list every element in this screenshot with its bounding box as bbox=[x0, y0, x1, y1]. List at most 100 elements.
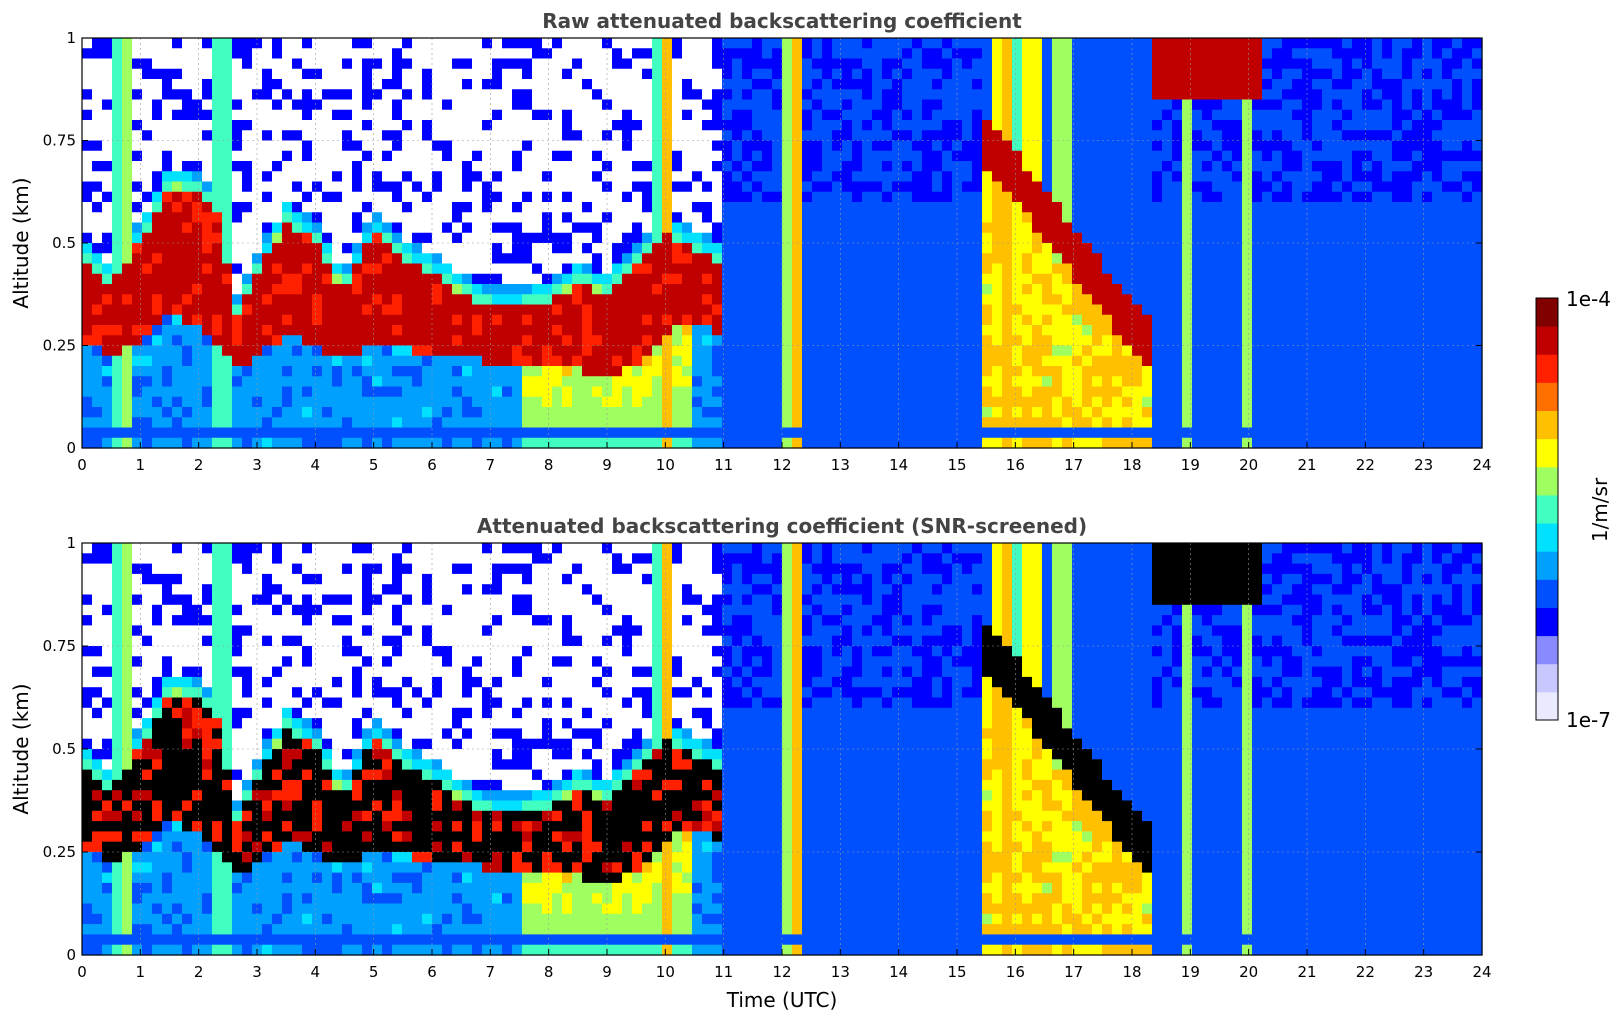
heatmap-cell bbox=[1312, 79, 1323, 90]
heatmap-cell bbox=[342, 273, 353, 285]
heatmap-cell bbox=[252, 325, 263, 336]
heatmap-cell bbox=[822, 150, 833, 162]
heatmap-cell bbox=[1042, 99, 1053, 111]
heatmap-cell bbox=[1282, 222, 1293, 234]
heatmap-cell bbox=[822, 140, 833, 152]
heatmap-cell bbox=[592, 191, 603, 203]
heatmap-cell bbox=[1112, 335, 1123, 347]
heatmap-cell bbox=[1042, 140, 1053, 152]
heatmap-cell bbox=[1032, 120, 1043, 131]
heatmap-cell bbox=[1022, 38, 1033, 49]
heatmap-cell bbox=[1172, 427, 1183, 439]
heatmap-cell bbox=[922, 396, 933, 408]
heatmap-cell bbox=[1242, 150, 1253, 162]
heatmap-cell bbox=[1092, 284, 1103, 295]
heatmap-cell bbox=[122, 38, 133, 49]
heatmap-cell bbox=[832, 79, 843, 90]
heatmap-cell bbox=[102, 150, 113, 162]
heatmap-cell bbox=[1062, 263, 1073, 275]
heatmap-cell bbox=[382, 99, 393, 111]
heatmap-cell bbox=[492, 417, 503, 429]
heatmap-cell bbox=[662, 417, 673, 429]
heatmap-cell bbox=[632, 366, 643, 377]
heatmap-cell bbox=[332, 376, 343, 388]
heatmap-cell bbox=[1132, 222, 1143, 234]
heatmap-cell bbox=[922, 304, 933, 316]
heatmap-cell bbox=[942, 304, 953, 316]
heatmap-cell bbox=[1312, 181, 1323, 193]
heatmap-cell bbox=[282, 386, 293, 398]
heatmap-cell bbox=[1262, 355, 1273, 367]
heatmap-cell bbox=[82, 273, 93, 285]
heatmap-cell bbox=[152, 355, 163, 367]
heatmap-cell bbox=[1062, 109, 1073, 121]
heatmap-cell bbox=[1252, 99, 1263, 111]
heatmap-cell bbox=[122, 427, 133, 439]
heatmap-cell bbox=[172, 99, 183, 111]
heatmap-cell bbox=[322, 314, 333, 326]
heatmap-cell bbox=[102, 386, 113, 398]
heatmap-cell bbox=[902, 171, 913, 183]
heatmap-cell bbox=[682, 191, 693, 203]
heatmap-cell bbox=[682, 161, 693, 172]
heatmap-cell bbox=[1242, 191, 1253, 203]
heatmap-cell bbox=[852, 212, 863, 224]
heatmap-cell bbox=[822, 109, 833, 121]
heatmap-cell bbox=[1002, 253, 1013, 265]
heatmap-cell bbox=[212, 232, 223, 244]
heatmap-cell bbox=[1182, 396, 1193, 408]
heatmap-cell bbox=[782, 284, 793, 295]
heatmap-cell bbox=[412, 161, 423, 172]
heatmap-cell bbox=[1052, 171, 1063, 183]
heatmap-cell bbox=[202, 140, 213, 152]
heatmap-cell bbox=[702, 314, 713, 326]
heatmap-cell bbox=[962, 181, 973, 193]
heatmap-cell bbox=[1212, 232, 1223, 244]
heatmap-cell bbox=[1272, 181, 1283, 193]
heatmap-cell bbox=[152, 407, 163, 418]
heatmap-cell bbox=[1232, 314, 1243, 326]
heatmap-cell bbox=[712, 38, 723, 49]
heatmap-cell bbox=[1312, 109, 1323, 121]
heatmap-cell bbox=[1292, 161, 1303, 172]
heatmap-cell bbox=[282, 99, 293, 111]
heatmap-cell bbox=[892, 99, 903, 111]
heatmap-cell bbox=[1152, 355, 1163, 367]
heatmap-cell bbox=[132, 294, 143, 306]
heatmap-cell bbox=[982, 325, 993, 336]
heatmap-cell bbox=[722, 407, 733, 418]
heatmap-cell bbox=[192, 212, 203, 224]
heatmap-cell bbox=[622, 427, 633, 439]
heatmap-cell bbox=[242, 273, 253, 285]
heatmap-cell bbox=[382, 202, 393, 213]
heatmap-cell bbox=[582, 140, 593, 152]
heatmap-cell bbox=[1062, 427, 1073, 439]
heatmap-cell bbox=[1072, 263, 1083, 275]
heatmap-cell bbox=[372, 109, 383, 121]
heatmap-cell bbox=[232, 120, 243, 131]
heatmap-cell bbox=[972, 38, 983, 49]
heatmap-cell bbox=[522, 130, 533, 142]
heatmap-cell bbox=[462, 99, 473, 111]
heatmap-cell bbox=[82, 386, 93, 398]
heatmap-cell bbox=[362, 243, 373, 254]
heatmap-cell bbox=[902, 304, 913, 316]
heatmap-cell bbox=[1282, 89, 1293, 101]
heatmap-cell bbox=[1172, 150, 1183, 162]
heatmap-cell bbox=[1142, 314, 1153, 326]
heatmap-cell bbox=[1142, 150, 1153, 162]
heatmap-cell bbox=[372, 304, 383, 316]
heatmap-cell bbox=[302, 202, 313, 213]
heatmap-cell bbox=[932, 232, 943, 244]
heatmap-cell bbox=[212, 366, 223, 377]
heatmap-cell bbox=[492, 222, 503, 234]
heatmap-cell bbox=[1102, 376, 1113, 388]
heatmap-cell bbox=[912, 130, 923, 142]
heatmap-cell bbox=[452, 345, 463, 357]
heatmap-cell bbox=[662, 335, 673, 347]
heatmap-cell bbox=[182, 417, 193, 429]
heatmap-cell bbox=[302, 294, 313, 306]
heatmap-cell bbox=[142, 109, 153, 121]
heatmap-cell bbox=[802, 437, 813, 449]
heatmap-cell bbox=[1022, 79, 1033, 90]
